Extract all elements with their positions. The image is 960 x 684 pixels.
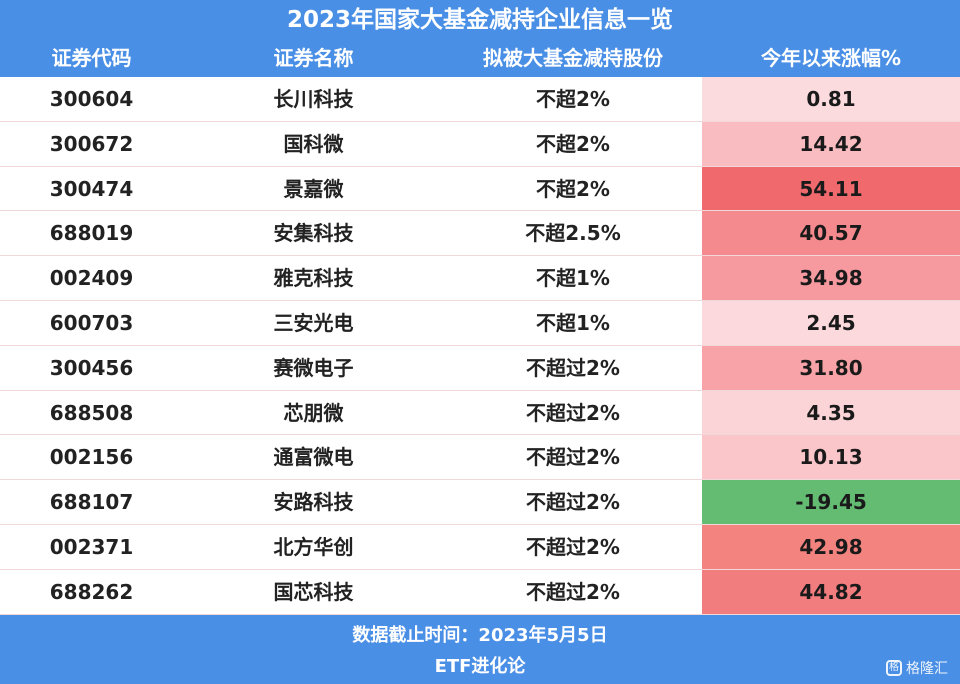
- cell-name: 三安光电: [273, 310, 354, 335]
- table-row: 002371 北方华创 不超过2% 42.98: [0, 524, 960, 570]
- cell-change: 0.81: [702, 77, 960, 121]
- column-header-name: 证券名称: [273, 46, 354, 70]
- cell-name: 国芯科技: [273, 579, 354, 604]
- watermark-logo-icon: 格: [886, 660, 902, 676]
- cell-name: 通富微电: [273, 445, 354, 470]
- cell-change: 54.11: [702, 166, 960, 211]
- watermark-logo: 格 格隆汇: [886, 658, 948, 678]
- column-header-row: 证券代码 证券名称 拟被大基金减持股份 今年以来涨幅%: [0, 40, 960, 77]
- table-row: 002156 通富微电 不超过2% 10.13: [0, 435, 960, 481]
- table-row: 300474 景嘉微 不超2% 54.11: [0, 166, 960, 212]
- cell-code: 002156: [49, 445, 134, 470]
- cell-code: 002409: [49, 266, 134, 291]
- cell-code: 300474: [49, 176, 134, 201]
- table-row: 600703 三安光电 不超1% 2.45: [0, 300, 960, 346]
- cell-name: 赛微电子: [273, 355, 354, 380]
- cell-code: 688508: [49, 400, 134, 425]
- cell-change: 14.42: [702, 121, 960, 166]
- table-row: 688262 国芯科技 不超过2% 44.82: [0, 569, 960, 615]
- cell-code: 002371: [49, 534, 134, 559]
- cell-code: 300604: [49, 87, 134, 111]
- column-header-share: 拟被大基金减持股份: [483, 46, 663, 70]
- cell-change: 40.57: [702, 211, 960, 256]
- cell-code: 300672: [49, 131, 134, 156]
- cell-name: 安路科技: [273, 490, 354, 515]
- cell-share: 不超过2%: [526, 400, 620, 425]
- source-label: ETF进化论: [434, 656, 526, 677]
- data-cutoff-date: 数据截止时间：2023年5月5日: [352, 625, 608, 646]
- cell-share: 不超1%: [536, 310, 610, 335]
- cell-change: -19.45: [702, 480, 960, 524]
- cell-share: 不超2.5%: [525, 221, 621, 246]
- cell-code: 688019: [49, 221, 134, 246]
- cell-change: 31.80: [702, 345, 960, 390]
- cell-share: 不超1%: [536, 266, 610, 291]
- table-header: 2023年国家大基金减持企业信息一览 证券代码 证券名称 拟被大基金减持股份 今…: [0, 0, 960, 77]
- table-row: 300672 国科微 不超2% 14.42: [0, 121, 960, 167]
- cell-share: 不超过2%: [526, 355, 620, 380]
- table-row: 002409 雅克科技 不超1% 34.98: [0, 256, 960, 301]
- cell-code: 688107: [49, 490, 134, 515]
- cell-name: 北方华创: [273, 534, 354, 559]
- column-header-code: 证券代码: [51, 46, 132, 70]
- cell-code: 600703: [49, 310, 134, 335]
- watermark-text: 格隆汇: [906, 661, 948, 677]
- cell-share: 不超过2%: [526, 445, 620, 470]
- cell-change: 4.35: [702, 390, 960, 435]
- cell-share: 不超过2%: [526, 579, 620, 604]
- table-row: 688019 安集科技 不超2.5% 40.57: [0, 211, 960, 257]
- cell-name: 景嘉微: [283, 176, 344, 201]
- column-header-change: 今年以来涨幅%: [760, 46, 902, 70]
- cell-name: 安集科技: [273, 221, 354, 246]
- cell-share: 不超2%: [536, 87, 610, 111]
- cell-code: 688262: [49, 579, 134, 604]
- table-body: 300604 长川科技 不超2% 0.81 300672 国科微 不超2% 14…: [0, 77, 960, 615]
- cell-name: 雅克科技: [273, 266, 354, 291]
- table-row: 688508 芯朋微 不超过2% 4.35: [0, 390, 960, 436]
- cell-change: 34.98: [702, 256, 960, 300]
- table-footer: 数据截止时间：2023年5月5日 ETF进化论 格 格隆汇: [0, 615, 960, 684]
- table-row: 300604 长川科技 不超2% 0.81: [0, 77, 960, 122]
- cell-change: 42.98: [702, 524, 960, 569]
- cell-share: 不超过2%: [526, 490, 620, 515]
- cell-change: 44.82: [702, 569, 960, 614]
- table-row: 688107 安路科技 不超过2% -19.45: [0, 480, 960, 525]
- cell-share: 不超2%: [536, 131, 610, 156]
- cell-code: 300456: [49, 355, 134, 380]
- cell-change: 10.13: [702, 435, 960, 480]
- cell-change: 2.45: [702, 300, 960, 345]
- cell-name: 长川科技: [273, 87, 354, 111]
- cell-name: 国科微: [283, 131, 344, 156]
- cell-share: 不超2%: [536, 176, 610, 201]
- cell-share: 不超过2%: [526, 534, 620, 559]
- table-row: 300456 赛微电子 不超过2% 31.80: [0, 345, 960, 391]
- cell-name: 芯朋微: [283, 400, 344, 425]
- table-title: 2023年国家大基金减持企业信息一览: [286, 7, 673, 33]
